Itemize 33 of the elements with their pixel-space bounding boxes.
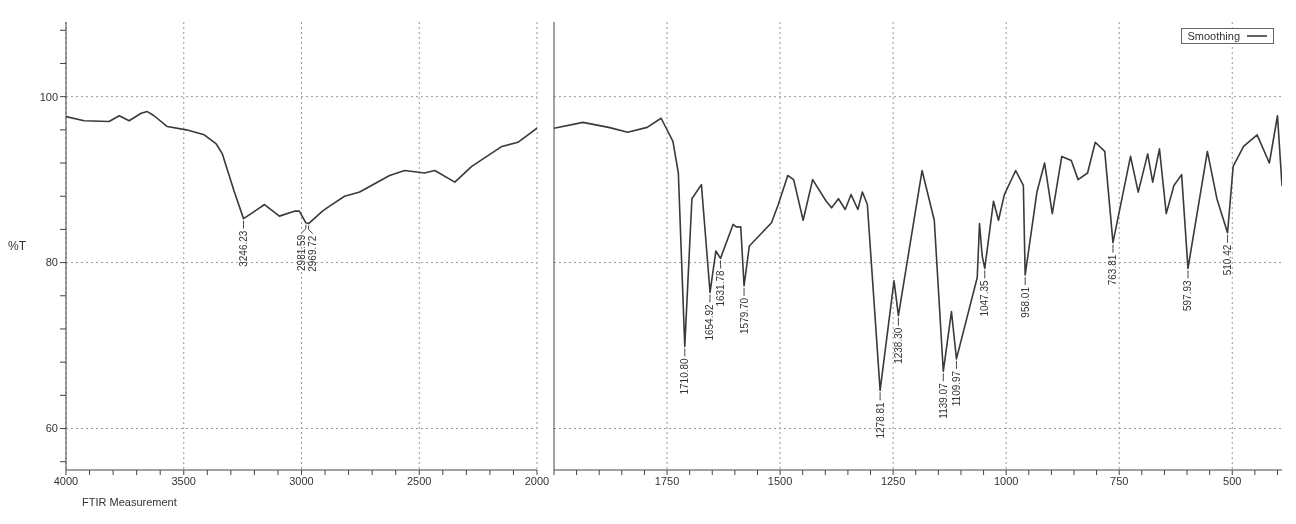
annotation: 1047.35 — [979, 279, 991, 317]
annotation: 1579.70 — [738, 297, 750, 334]
annotation: 1654.92 — [704, 304, 716, 341]
x-tick-label: 1500 — [767, 474, 793, 487]
x-tick-label: 3500 — [171, 474, 196, 487]
x-tick-label: 750 — [1110, 474, 1129, 487]
annotation: 1109.97 — [950, 370, 962, 407]
x-tick-label: 500 — [1223, 474, 1242, 487]
x-tick-label: 2500 — [407, 474, 432, 487]
annotation: 510.42 — [1222, 244, 1234, 276]
annotation: 763.81 — [1107, 254, 1119, 286]
annotation: 958.01 — [1019, 286, 1031, 318]
annotation: 1710.80 — [679, 357, 691, 395]
text: FTIR Measurement — [82, 496, 177, 508]
legend-label: Smoothing — [1187, 30, 1240, 42]
y-axis-title: %T — [8, 239, 27, 254]
annotation: 597.93 — [1182, 279, 1194, 311]
x-tick-label: 3000 — [289, 474, 314, 487]
x-tick-label: 1000 — [993, 474, 1019, 487]
x-tick-label: 2000 — [524, 474, 550, 487]
annotation: 1238.30 — [892, 327, 904, 364]
annotation: 3246.23 — [238, 230, 250, 267]
x-tick-label: 1250 — [880, 474, 906, 487]
x-tick-label: 1750 — [654, 474, 680, 487]
annotation: 1631.78 — [715, 270, 727, 307]
annotation: 1278.81 — [874, 401, 886, 439]
y-tick-label: 80 — [45, 256, 58, 269]
y-tick-label: 60 — [45, 422, 58, 435]
x-tick-label: 4000 — [53, 474, 79, 487]
y-tick-label: 100 — [39, 90, 58, 103]
annotation: 2969.72 — [307, 235, 319, 272]
annotation: 2981.59 — [296, 234, 308, 271]
annotation: 1139.07 — [937, 382, 949, 419]
